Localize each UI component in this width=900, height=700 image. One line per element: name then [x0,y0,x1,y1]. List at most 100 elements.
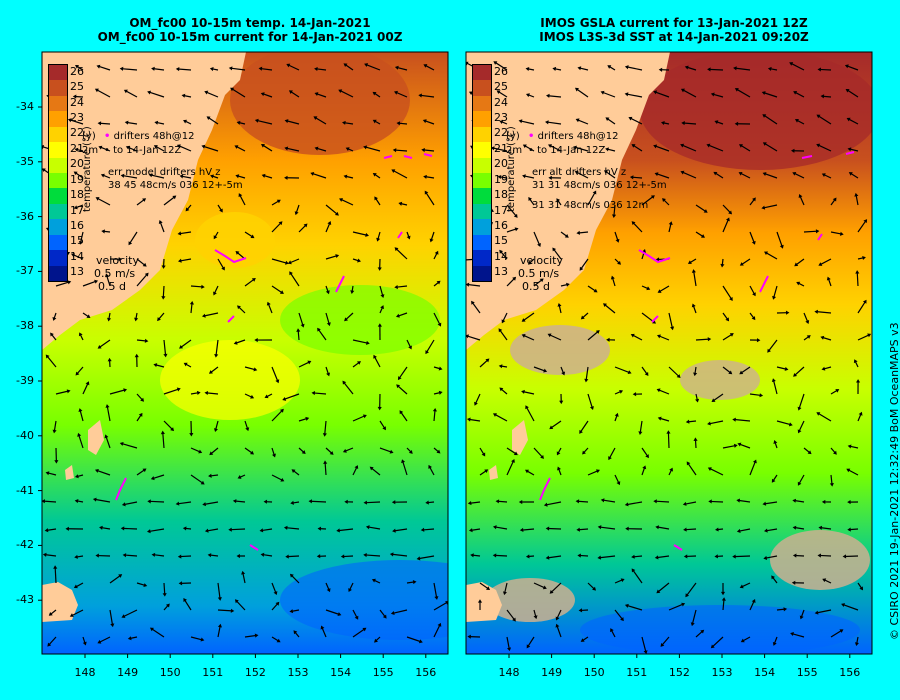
velocity-arrow-shaft [614,474,620,484]
right-legend-err-values: 31 31 48cm/s 036 12+-5m [532,180,667,191]
velocity-arrow-head [548,175,552,180]
velocity-arrow-head [653,144,658,149]
velocity-arrow-shaft [795,258,805,266]
velocity-arrow-head [816,114,821,119]
velocity-arrow-shaft [163,339,167,356]
velocity-arrow-shaft [695,630,704,638]
velocity-arrow-head [467,634,471,639]
velocity-arrow-shaft [55,281,70,287]
velocity-arrow-shaft [641,447,649,457]
velocity-arrow-head [234,599,239,604]
velocity-arrow-head [610,628,614,633]
velocity-arrow-shaft [776,366,787,370]
velocity-arrow-head [120,526,125,531]
velocity-arrow-shaft [397,385,408,395]
velocity-arrow-head [45,471,50,476]
velocity-arrow-head [736,528,741,533]
velocity-arrow-shaft [124,554,138,557]
velocity-arrow-head [854,192,859,197]
left-drifter-tracks [115,153,433,551]
velocity-arrow-shaft [848,118,859,125]
velocity-arrow-head [525,66,530,72]
velocity-arrow-head [650,195,655,199]
velocity-arrow-shaft [576,171,589,179]
colorbar-label: 19 [494,172,508,186]
velocity-arrow-head [611,214,617,219]
velocity-arrow-shaft [423,149,435,152]
right-islands [489,420,528,480]
drifter-track [397,231,403,239]
velocity-arrow-shaft [316,93,327,98]
velocity-arrow-shaft [749,231,755,244]
velocity-arrow-head [151,66,155,71]
velocity-arrow-shaft [686,582,697,597]
drifter-track [539,477,551,501]
velocity-arrow-shaft [98,339,111,348]
drifter-track [673,544,683,551]
velocity-arrow-shaft [163,420,174,431]
velocity-arrow-shaft [608,447,616,459]
longitude-label: 155 [796,666,818,679]
velocity-arrow-head [284,146,289,151]
velocity-arrow-head [629,175,634,180]
velocity-arrow-head [234,145,239,149]
velocity-arrow-head [593,288,598,293]
velocity-arrow-shaft [602,91,616,98]
velocity-arrow-head [734,88,739,92]
colorbar-segment [49,265,67,281]
velocity-arrow-head [314,92,319,97]
velocity-arrow-shaft [803,230,818,233]
velocity-arrow-head [670,326,675,331]
velocity-arrow-head [425,500,429,505]
velocity-arrow-shaft [776,420,791,426]
velocity-arrow-shaft [235,145,246,152]
velocity-arrow-shaft [691,609,697,625]
velocity-arrow-head [644,372,649,377]
velocity-arrow-head [362,627,367,632]
velocity-arrow-head [343,174,348,179]
velocity-arrow-head [513,213,518,218]
velocity-arrow-shaft [722,333,733,341]
velocity-arrow-head [680,170,685,175]
velocity-arrow-shaft [654,145,670,152]
velocity-arrow-head [498,328,503,333]
velocity-arrow-shaft [520,120,535,125]
velocity-arrow-head [354,465,359,470]
velocity-arrow-head [624,603,629,608]
velocity-arrow-head [307,360,312,365]
velocity-arrow-head [286,63,291,68]
velocity-arrow-head [600,498,605,503]
velocity-arrow-head [631,144,636,148]
velocity-arrow-shaft [550,420,562,429]
velocity-arrow-head [521,389,525,394]
velocity-arrow-head [154,120,159,125]
velocity-arrow-head [764,251,769,256]
velocity-arrow-head [499,387,504,392]
velocity-arrow-head [94,279,99,284]
velocity-arrow-shaft [157,312,165,320]
velocity-arrow-head [276,638,281,643]
velocity-arrow-shaft [78,434,84,449]
velocity-arrow-head [631,568,636,573]
velocity-arrow-shaft [96,89,111,98]
velocity-arrow-head [785,310,790,315]
velocity-arrow-head [820,335,825,340]
velocity-arrow-head [624,92,629,97]
velocity-arrow-head [486,586,491,590]
velocity-arrow-shaft [48,636,57,646]
velocity-arrow-head [276,199,281,204]
velocity-arrow-head [264,394,269,399]
velocity-arrow-head [110,623,115,628]
velocity-arrow-head [522,144,527,149]
velocity-arrow-head [334,211,339,216]
right-nodata-3 [770,530,870,590]
velocity-arrow-head [263,499,268,504]
colorbar-label: 24 [494,95,508,109]
velocity-arrow-shaft [798,474,805,485]
velocity-arrow-shaft [121,68,138,71]
velocity-arrow-shaft [494,526,508,530]
velocity-arrow-head [519,527,524,533]
velocity-arrow-shaft [577,500,589,503]
velocity-arrow-shaft [738,499,751,503]
